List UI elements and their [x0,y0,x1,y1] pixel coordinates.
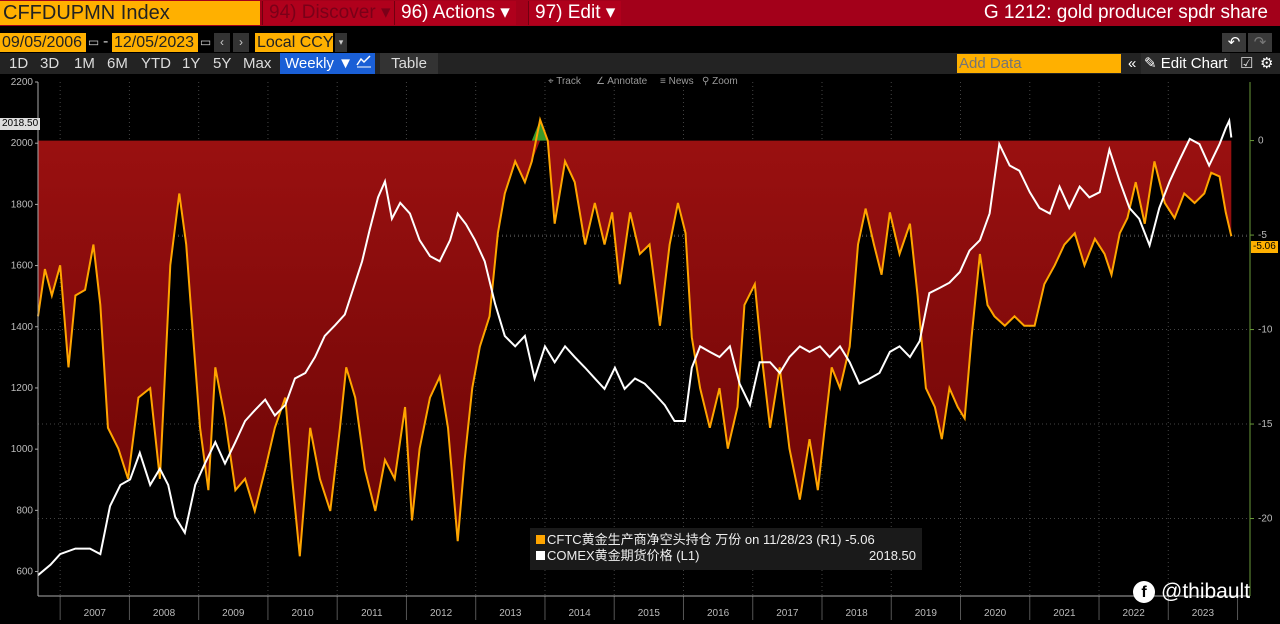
track-tool[interactable]: ⌖ Track [548,76,581,87]
right-tick-label: -15 [1258,419,1273,430]
news-tool[interactable]: ≡ News [660,76,694,87]
gold-last-value-label: 2018.50 [0,118,41,130]
discover-menu[interactable]: 94) Discover ▾ [262,1,397,25]
x-tick-label: 2022 [1123,608,1146,619]
left-tick-label: 1400 [11,322,34,333]
page-title: G 1212: gold producer spdr share [983,2,1268,23]
x-tick-label: 2008 [153,608,176,619]
left-tick-label: 1200 [11,383,34,394]
x-tick-label: 2018 [845,608,868,619]
cftc-last-value-label: -5.06 [1251,241,1278,253]
chart-canvas[interactable]: 2007 2008 2009 2010 2011 2012 2013 2014 2015 2016… [0,74,1280,624]
x-tick-label: 2010 [291,608,314,619]
x-tick-label: 2014 [568,608,591,619]
right-tick-label: 0 [1258,136,1264,147]
x-tick-label: 2013 [499,608,522,619]
track-label: Track [556,76,581,87]
collapse-button[interactable]: « [1128,55,1137,72]
gear-icon[interactable]: ⚙ [1260,55,1274,72]
legend-item-gold: COMEX黄金期货价格 (L1) 2018.50 [536,548,916,564]
x-tick-label: 2011 [361,608,383,619]
annotate-edit-icon[interactable]: ☑ [1240,55,1254,72]
x-tick-label: 2021 [1053,608,1076,619]
add-data-input[interactable] [957,54,1121,73]
x-tick-label: 2023 [1192,608,1215,619]
currency-select[interactable]: Local CCY [255,33,334,52]
annotate-label: Annotate [607,76,648,87]
right-tick-label: -20 [1258,514,1273,525]
legend-value: 2018.50 [869,548,916,563]
period-1y[interactable]: 1Y [182,55,201,72]
edit-chart-label: Edit Chart [1160,55,1228,72]
x-tick-label: 2007 [84,608,107,619]
watermark: f @thibault [1133,580,1250,604]
x-tick-label: 2016 [707,608,730,619]
watermark-text: @thibault [1161,580,1251,603]
ticker-input[interactable]: CFFDUPMN Index [0,1,260,25]
facebook-icon: f [1133,581,1155,603]
edit-menu[interactable]: 97) Edit ▾ [528,1,622,25]
period-3d[interactable]: 3D [40,55,60,72]
pencil-icon: ✎ [1144,55,1157,72]
prev-button[interactable]: ‹ [214,33,230,52]
net-short-area-fill [38,140,1232,557]
end-date-field[interactable]: 12/05/2023 [112,33,198,52]
actions-menu[interactable]: 96) Actions ▾ [394,1,516,25]
period-ytd[interactable]: YTD [141,55,171,72]
x-tick-label: 2017 [776,608,799,619]
chevron-down-icon: ▾ [500,2,510,23]
legend-swatch [536,551,545,560]
start-date-field[interactable]: 09/05/2006 [0,33,86,52]
actions-label: 96) Actions [401,2,495,23]
table-button[interactable]: Table [380,53,438,74]
left-tick-label: 1600 [11,261,34,272]
line-chart-icon[interactable] [353,53,375,74]
x-tick-label: 2015 [638,608,661,619]
legend-value: -5.06 [845,532,875,547]
next-button[interactable]: › [233,33,249,52]
series-line-cftc [37,116,1233,557]
chevron-down-icon[interactable]: ▾ [335,33,347,52]
legend-label: CFTC黄金生产商净空头持仓 万份 on 11/28/23 (R1) [547,532,842,547]
series-line-gold [37,117,1233,576]
x-tick-label: 2012 [430,608,453,619]
x-tick-label: 2009 [222,608,245,619]
period-6m[interactable]: 6M [107,55,128,72]
redo-button[interactable]: ↷ [1248,33,1272,52]
edit-chart-button[interactable]: ✎ Edit Chart [1141,53,1231,74]
left-tick-label: 2200 [11,77,34,88]
legend-item-cftc: CFTC黄金生产商净空头持仓 万份 on 11/28/23 (R1) -5.06 [536,532,916,548]
discover-label: 94) Discover [269,2,376,23]
right-tick-label: -10 [1258,325,1273,336]
period-1d[interactable]: 1D [9,55,29,72]
x-tick-label: 2020 [984,608,1007,619]
left-tick-label: 1800 [11,199,34,210]
period-1m[interactable]: 1M [74,55,95,72]
period-5y[interactable]: 5Y [213,55,232,72]
net-long-area-fill [38,119,1232,141]
left-tick-label: 2000 [11,138,34,149]
chevron-down-icon: ▾ [380,2,391,23]
period-max[interactable]: Max [243,55,272,72]
legend-label: COMEX黄金期货价格 (L1) [547,548,700,563]
left-tick-label: 600 [16,567,33,578]
date-separator: - [103,33,109,50]
x-tick-label: 2019 [915,608,938,619]
right-tick-label: -5 [1258,230,1267,241]
calendar-icon[interactable]: ▭ [199,33,212,52]
left-tick-label: 800 [16,505,33,516]
edit-label: 97) Edit [535,2,601,23]
left-tick-label: 1000 [11,444,34,455]
calendar-icon[interactable]: ▭ [87,33,100,52]
annotate-tool[interactable]: ∠ Annotate [596,76,648,87]
undo-button[interactable]: ↶ [1222,33,1246,52]
frequency-select[interactable]: Weekly ▼ [280,53,358,74]
chart-legend: CFTC黄金生产商净空头持仓 万份 on 11/28/23 (R1) -5.06… [530,528,922,570]
zoom-tool[interactable]: ⚲ Zoom [702,76,738,87]
legend-swatch [536,535,545,544]
zoom-label: Zoom [712,76,738,87]
news-label: News [668,76,694,87]
chevron-down-icon: ▾ [605,2,616,23]
